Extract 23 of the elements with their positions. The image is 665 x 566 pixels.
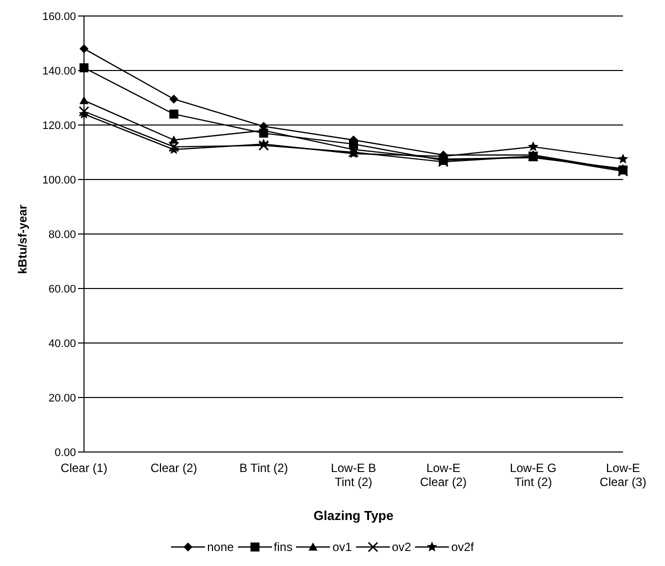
legend-label: ov2: [392, 540, 412, 554]
x-tick-label: B Tint (2): [239, 461, 288, 475]
x-tick-label: Low-E G Tint (2): [510, 461, 557, 489]
y-tick-label: 100.00: [42, 174, 76, 186]
y-axis-title: kBtu/sf-year: [15, 204, 30, 274]
legend-label: fins: [274, 540, 292, 554]
legend-label: ov1: [332, 540, 352, 554]
legend-label: ov2f: [451, 540, 474, 554]
legend-label: none: [207, 540, 234, 554]
y-tick-label: 80.00: [48, 228, 76, 241]
x-tick-label: Low-E Clear (3): [600, 461, 646, 489]
y-tick-label: 20.00: [48, 392, 76, 404]
y-tick-label: 40.00: [48, 338, 76, 350]
y-tick-label: 60.00: [48, 283, 76, 296]
y-tick-label: 0.00: [54, 446, 76, 459]
x-tick-label: Low-E B Tint (2): [330, 461, 376, 489]
y-tick-label: 160.00: [42, 10, 76, 23]
y-tick-label: 120.00: [42, 120, 76, 132]
x-tick-label: Clear (2): [150, 461, 198, 475]
x-tick-label: Clear (1): [60, 461, 108, 475]
x-axis-title: Glazing Type: [314, 508, 394, 523]
x-tick-label: Low-E Clear (2): [420, 461, 467, 489]
y-tick-label: 140.00: [42, 65, 76, 78]
